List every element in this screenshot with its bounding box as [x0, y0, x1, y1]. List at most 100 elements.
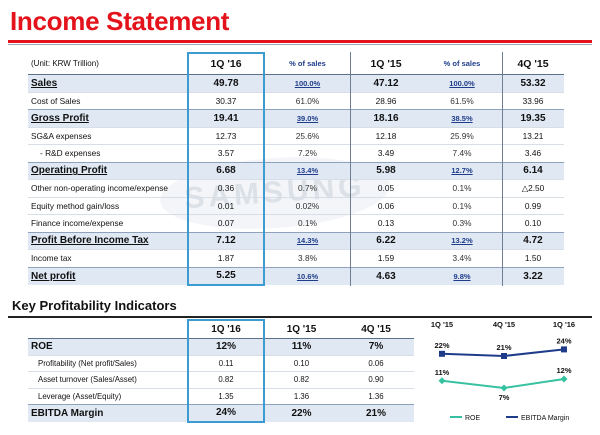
- income-statement-table: (Unit: KRW Trillion) 1Q '16 % of sales 1…: [28, 52, 564, 286]
- value-current: 0.36: [187, 179, 265, 197]
- kpi-row-label: Leverage (Asset/Equity): [28, 387, 188, 405]
- value-prior-year: 0.06: [350, 196, 422, 215]
- column-separator: [350, 52, 351, 286]
- value-prior-quarter: 19.35: [502, 109, 564, 127]
- pct-current: 7.2%: [264, 144, 350, 162]
- table-row: Gross Profit 19.41 39.0% 18.16 38.5% 19.35: [28, 109, 564, 127]
- row-label: Gross Profit: [28, 109, 188, 127]
- pct-prior-year: 61.5%: [422, 91, 502, 110]
- value-prior-quarter: 3.46: [502, 144, 564, 162]
- kpi-row-label: Asset turnover (Sales/Asset): [28, 371, 188, 388]
- unit-label: (Unit: KRW Trillion): [28, 53, 188, 75]
- pct-current: 14.3%: [264, 231, 350, 250]
- row-label: Net profit: [28, 266, 188, 285]
- pct-prior-year: 3.4%: [422, 249, 502, 267]
- pct-prior-year: 0.1%: [422, 196, 502, 215]
- pct-prior-year: 9.8%: [422, 266, 502, 285]
- pct-current: 61.0%: [264, 91, 350, 110]
- kpi-value-prior-year: 22%: [264, 404, 338, 422]
- value-prior-year: 4.63: [350, 266, 422, 285]
- column-separator: [502, 52, 503, 286]
- kpi-value-current: 24%: [187, 404, 265, 423]
- kpi-title: Key Profitability Indicators: [12, 298, 177, 313]
- kpi-row-label: ROE: [28, 338, 188, 355]
- title-rule-thin: [8, 44, 592, 45]
- row-label: Cost of Sales: [28, 91, 188, 110]
- kpi-header-blank: [28, 320, 188, 339]
- value-current: 1.87: [187, 249, 265, 267]
- value-prior-year: 6.22: [350, 231, 422, 250]
- table-row: Finance income/expense 0.07 0.1% 0.13 0.3% 0.…: [28, 214, 564, 232]
- pct-current: 25.6%: [264, 126, 350, 145]
- data-label: 12%: [556, 366, 571, 375]
- table-row: Operating Profit 6.68 13.4% 5.98 12.7% 6.14: [28, 161, 564, 180]
- value-current: 49.78: [187, 74, 265, 92]
- kpi-value-prior-quarter: 7%: [338, 338, 414, 355]
- row-label: Profit Before Income Tax: [28, 231, 188, 250]
- legend-label: EBITDA Margin: [521, 415, 569, 422]
- pct-header: % of sales: [264, 53, 350, 75]
- value-prior-year: 0.13: [350, 214, 422, 232]
- value-current: 19.41: [187, 109, 265, 127]
- chart-category-label: 4Q '15: [493, 320, 515, 329]
- value-prior-year: 0.05: [350, 179, 422, 197]
- pct-current: 0.02%: [264, 196, 350, 215]
- value-current: 0.07: [187, 214, 265, 232]
- value-prior-year: 28.96: [350, 91, 422, 110]
- kpi-period-prior-year: 1Q '15: [264, 320, 338, 339]
- pct-current: 39.0%: [264, 109, 350, 127]
- value-prior-year: 12.18: [350, 126, 422, 145]
- value-prior-quarter: 0.10: [502, 214, 564, 232]
- value-prior-year: 18.16: [350, 109, 422, 127]
- table-row: Profitability (Net profit/Sales) 0.11 0.10…: [28, 354, 414, 372]
- data-label: 7%: [499, 393, 510, 402]
- value-prior-quarter: 33.96: [502, 91, 564, 110]
- pct-prior-year: 13.2%: [422, 231, 502, 250]
- table-row: EBITDA Margin 24% 22% 21%: [28, 404, 414, 423]
- pct-prior-year: 0.3%: [422, 214, 502, 232]
- value-current: 30.37: [187, 91, 265, 110]
- kpi-rule: [8, 316, 592, 318]
- data-point-marker: [501, 353, 507, 359]
- value-prior-year: 5.98: [350, 161, 422, 180]
- value-prior-quarter: 4.72: [502, 231, 564, 250]
- data-label: 22%: [434, 341, 449, 350]
- table-row: Sales 49.78 100.0% 47.12 100.0% 53.32: [28, 74, 564, 92]
- period-header-prior-year: 1Q '15: [350, 53, 422, 75]
- value-current: 5.25: [187, 266, 265, 286]
- value-prior-quarter: 53.32: [502, 74, 564, 92]
- table-row: Other non-operating income/expense 0.36 0.…: [28, 179, 564, 197]
- kpi-value-prior-year: 1.36: [264, 387, 338, 405]
- value-current: 6.68: [187, 161, 265, 180]
- kpi-value-current: 12%: [187, 338, 265, 355]
- kpi-value-prior-quarter: 0.06: [338, 354, 414, 372]
- period-header-prior-quarter: 4Q '15: [502, 53, 564, 75]
- kpi-row-label: EBITDA Margin: [28, 404, 188, 422]
- data-point-marker: [438, 377, 446, 385]
- kpi-value-current: 1.35: [187, 387, 265, 405]
- pct-prior-year: 38.5%: [422, 109, 502, 127]
- data-point-marker: [560, 375, 568, 383]
- page-title: Income Statement: [10, 6, 230, 36]
- value-prior-quarter: 0.99: [502, 196, 564, 215]
- table-row: Profit Before Income Tax 7.12 14.3% 6.22 13.…: [28, 231, 564, 250]
- row-label: - R&D expenses: [28, 144, 188, 162]
- value-prior-quarter: 3.22: [502, 266, 564, 285]
- title-rule: [8, 40, 592, 43]
- kpi-value-current: 0.82: [187, 371, 265, 388]
- table-row: Net profit 5.25 10.6% 4.63 9.8% 3.22: [28, 266, 564, 286]
- value-prior-quarter: △2.50: [502, 179, 564, 197]
- kpi-table: 1Q '16 1Q '15 4Q '15 ROE 12% 11% 7% Profitab…: [28, 319, 414, 423]
- kpi-value-prior-quarter: 21%: [338, 404, 414, 422]
- table-row: Equity method gain/loss 0.01 0.02% 0.06 0.1%…: [28, 196, 564, 215]
- value-prior-year: 3.49: [350, 144, 422, 162]
- value-prior-year: 47.12: [350, 74, 422, 92]
- value-prior-quarter: 13.21: [502, 126, 564, 145]
- kpi-value-prior-quarter: 1.36: [338, 387, 414, 405]
- table-header-row: (Unit: KRW Trillion) 1Q '16 % of sales 1…: [28, 52, 564, 75]
- pct-prior-year: 25.9%: [422, 126, 502, 145]
- pct-current: 0.1%: [264, 214, 350, 232]
- table-row: Cost of Sales 30.37 61.0% 28.96 61.5% 33.96: [28, 91, 564, 110]
- data-label: 11%: [435, 368, 450, 377]
- data-point-marker: [439, 350, 445, 357]
